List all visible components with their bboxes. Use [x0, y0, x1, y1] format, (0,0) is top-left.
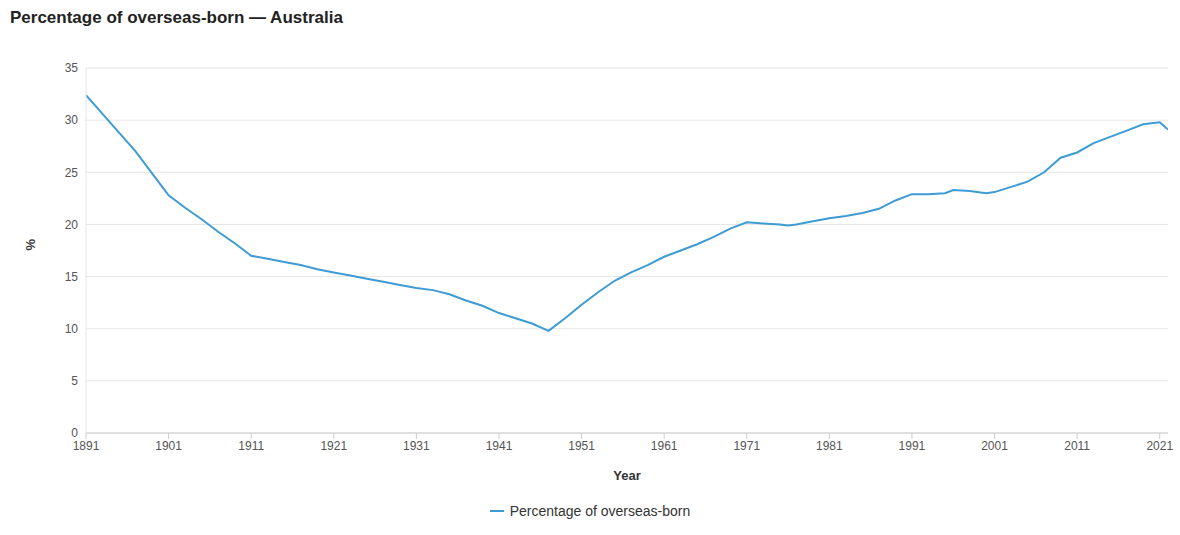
svg-text:10: 10 — [65, 322, 79, 336]
svg-text:1991: 1991 — [899, 439, 926, 453]
svg-text:0: 0 — [71, 426, 78, 440]
svg-text:2011: 2011 — [1064, 439, 1090, 453]
svg-text:1971: 1971 — [733, 439, 760, 453]
svg-text:1911: 1911 — [238, 439, 264, 453]
svg-text:1921: 1921 — [320, 439, 347, 453]
svg-text:1961: 1961 — [651, 439, 678, 453]
svg-text:1951: 1951 — [568, 439, 595, 453]
svg-text:35: 35 — [65, 61, 79, 75]
html-text:Percentage of overseas-born —: Percentage of overseas-born — Australia — [10, 8, 343, 27]
svg-text:1891: 1891 — [73, 439, 100, 453]
svg-text:Year: Year — [613, 468, 640, 480]
svg-text:5: 5 — [71, 374, 78, 388]
svg-text:2001: 2001 — [981, 439, 1008, 453]
svg-text:15: 15 — [65, 270, 79, 284]
svg-text:25: 25 — [65, 166, 79, 180]
svg-text:2021: 2021 — [1146, 439, 1172, 453]
svg-text:1901: 1901 — [155, 439, 182, 453]
svg-text:%: % — [23, 239, 38, 251]
html-text:Percentage of overseas-born: Percentage of overseas-born — [509, 503, 691, 519]
svg-text:30: 30 — [65, 113, 79, 127]
svg-text:1941: 1941 — [486, 439, 513, 453]
svg-text:20: 20 — [65, 218, 79, 232]
svg-text:1981: 1981 — [816, 439, 843, 453]
svg-text:1931: 1931 — [403, 439, 430, 453]
